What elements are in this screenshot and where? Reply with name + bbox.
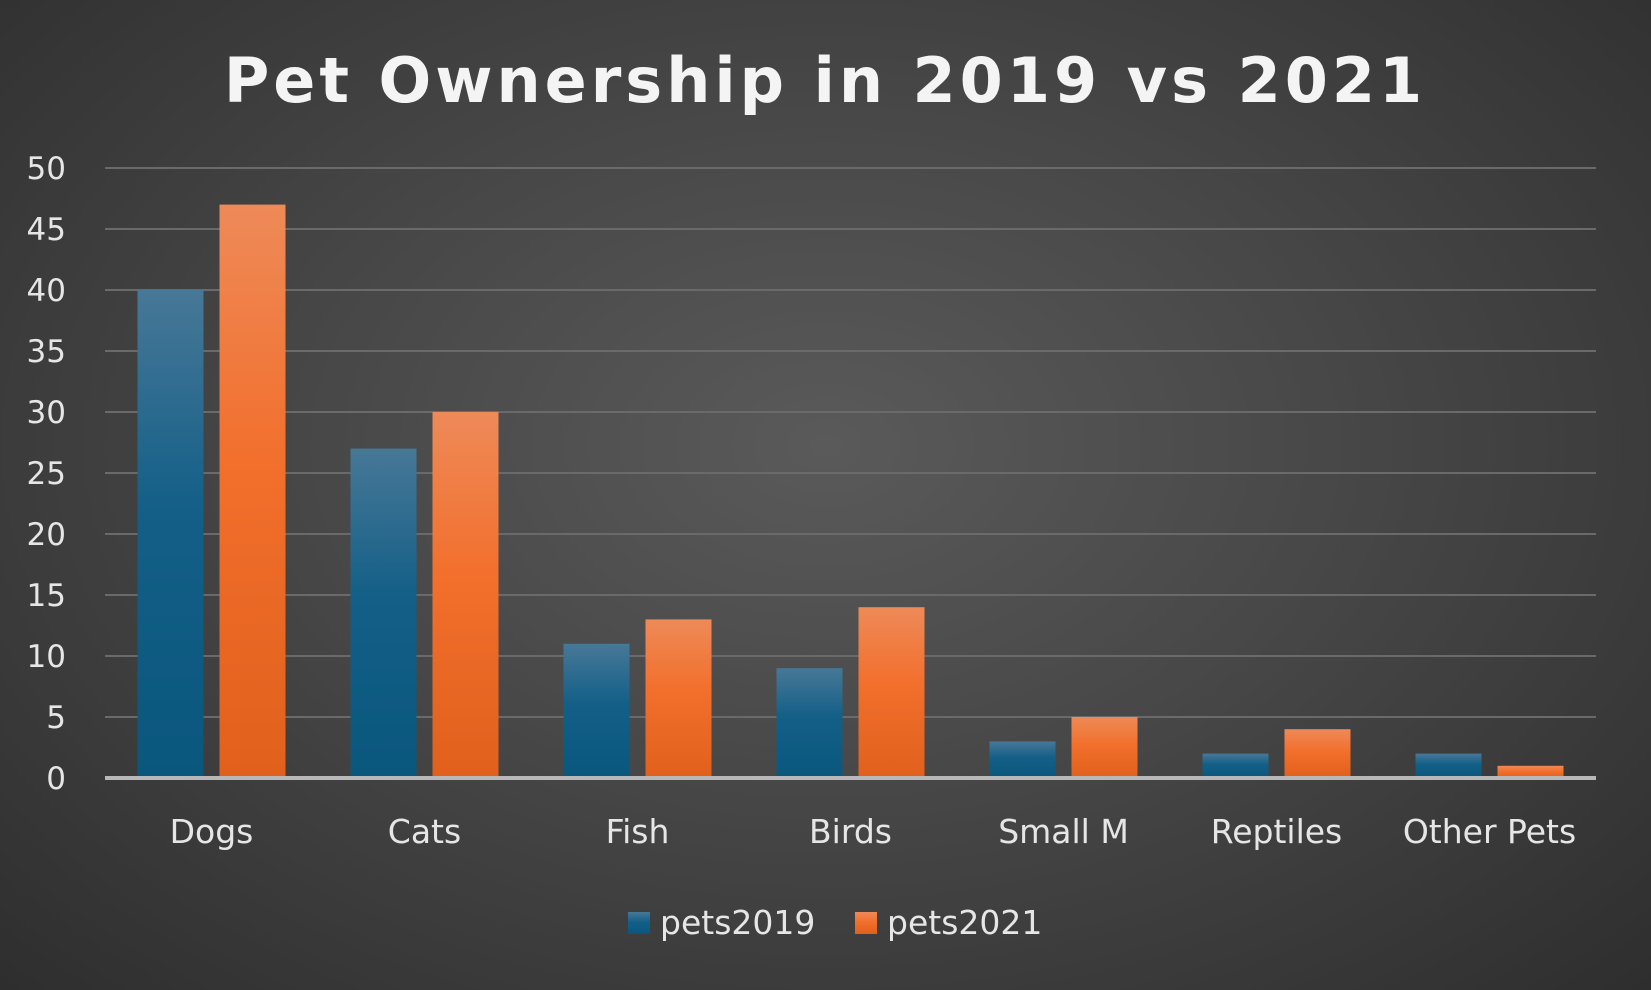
bar-pets2021-fish — [645, 619, 712, 778]
bar-pets2021-dogs — [219, 204, 286, 779]
y-tick-label: 0 — [46, 761, 66, 797]
legend-swatch — [628, 912, 650, 934]
legend-label: pets2021 — [887, 903, 1042, 942]
y-tick-label: 50 — [27, 151, 66, 187]
chart-title: Pet Ownership in 2019 vs 2021 — [224, 44, 1426, 117]
x-tick-label: Reptiles — [1211, 812, 1342, 851]
y-tick-label: 10 — [27, 639, 66, 675]
x-tick-label: Small M — [998, 812, 1129, 851]
y-tick-label: 20 — [27, 517, 66, 553]
legend-item-pets2021: pets2021 — [855, 903, 1042, 942]
bar-pets2019-fish — [563, 643, 630, 778]
x-tick-label: Birds — [809, 812, 892, 851]
legend: pets2019 pets2021 — [628, 903, 1042, 942]
bar-pets2021-birds — [858, 607, 925, 778]
y-tick-label: 25 — [27, 456, 66, 492]
bar-pets2019-dogs — [137, 290, 204, 778]
x-axis: Dogs Cats Fish Birds Small M Reptiles Other Pe… — [170, 812, 1577, 851]
bar-pets2021-cats — [432, 412, 499, 778]
x-tick-label: Other Pets — [1403, 812, 1576, 851]
legend-swatch — [855, 912, 877, 934]
bar-pets2019-reptiles — [1202, 753, 1269, 778]
plot-area — [137, 204, 1564, 779]
y-tick-label: 5 — [46, 700, 66, 736]
bar-pets2019-birds — [776, 668, 843, 778]
y-axis: 0 5 10 15 20 25 30 35 40 45 50 — [27, 151, 66, 797]
bar-pets2019-cats — [350, 448, 417, 778]
y-tick-label: 40 — [27, 273, 66, 309]
x-tick-label: Dogs — [170, 812, 254, 851]
bar-pets2019-other-pets — [1415, 753, 1482, 778]
x-tick-label: Fish — [606, 812, 670, 851]
bar-pets2019-small-m — [989, 741, 1056, 778]
bar-pets2021-small-m — [1071, 717, 1138, 778]
y-tick-label: 35 — [27, 334, 66, 370]
x-tick-label: Cats — [388, 812, 461, 851]
bar-pets2021-other-pets — [1497, 765, 1564, 778]
legend-label: pets2019 — [660, 903, 815, 942]
y-tick-label: 30 — [27, 395, 66, 431]
legend-item-pets2019: pets2019 — [628, 903, 815, 942]
y-tick-label: 15 — [27, 578, 66, 614]
gridlines — [105, 167, 1596, 718]
y-tick-label: 45 — [27, 212, 66, 248]
bar-pets2021-reptiles — [1284, 729, 1351, 778]
